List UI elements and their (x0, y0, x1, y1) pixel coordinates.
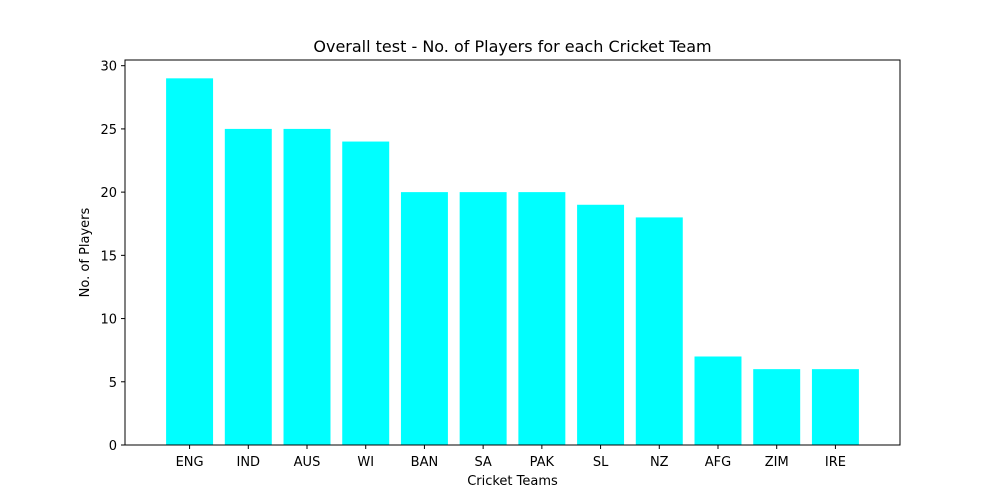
x-tick-label: NZ (650, 455, 669, 470)
plot-frame (124, 59, 901, 446)
bar-pak (518, 192, 566, 445)
bar-afg (694, 356, 742, 445)
y-tick-label: 30 (100, 60, 117, 75)
bar-aus (283, 128, 331, 445)
x-axis: ENG IND AUS WI BAN SA PAK SL NZ AFG ZIM IRE (176, 445, 846, 470)
bar-sl (577, 204, 625, 445)
bar-nz (635, 217, 683, 445)
y-tick-label: 5 (109, 376, 117, 391)
bar-ind (224, 128, 272, 445)
bar-wi (342, 141, 390, 445)
chart-title: Overall test - No. of Players for each C… (313, 37, 711, 56)
bar-ban (400, 192, 448, 445)
bar-eng (166, 78, 214, 445)
x-tick-label: SL (593, 455, 609, 470)
bar-sa (459, 192, 507, 445)
y-tick-label: 15 (100, 249, 117, 264)
bars-group (166, 78, 859, 445)
x-tick-label: BAN (411, 455, 439, 470)
x-axis-label: Cricket Teams (467, 474, 558, 489)
x-tick-label: IND (237, 455, 261, 470)
bar-zim (753, 369, 801, 445)
x-tick-label: ZIM (765, 455, 789, 470)
x-tick-label: SA (474, 455, 491, 470)
y-tick-label: 25 (100, 123, 117, 138)
y-axis: 0 5 10 15 20 25 30 (100, 60, 125, 454)
x-tick-label: WI (357, 455, 374, 470)
bar-ire (811, 369, 859, 445)
x-tick-label: AFG (705, 455, 731, 470)
y-tick-label: 20 (100, 186, 117, 201)
x-tick-label: IRE (825, 455, 846, 470)
x-tick-label: PAK (530, 455, 555, 470)
x-tick-label: ENG (176, 455, 204, 470)
y-tick-label: 10 (100, 313, 117, 328)
y-axis-label: No. of Players (78, 207, 93, 297)
x-tick-label: AUS (294, 455, 321, 470)
y-tick-label: 0 (109, 439, 117, 454)
